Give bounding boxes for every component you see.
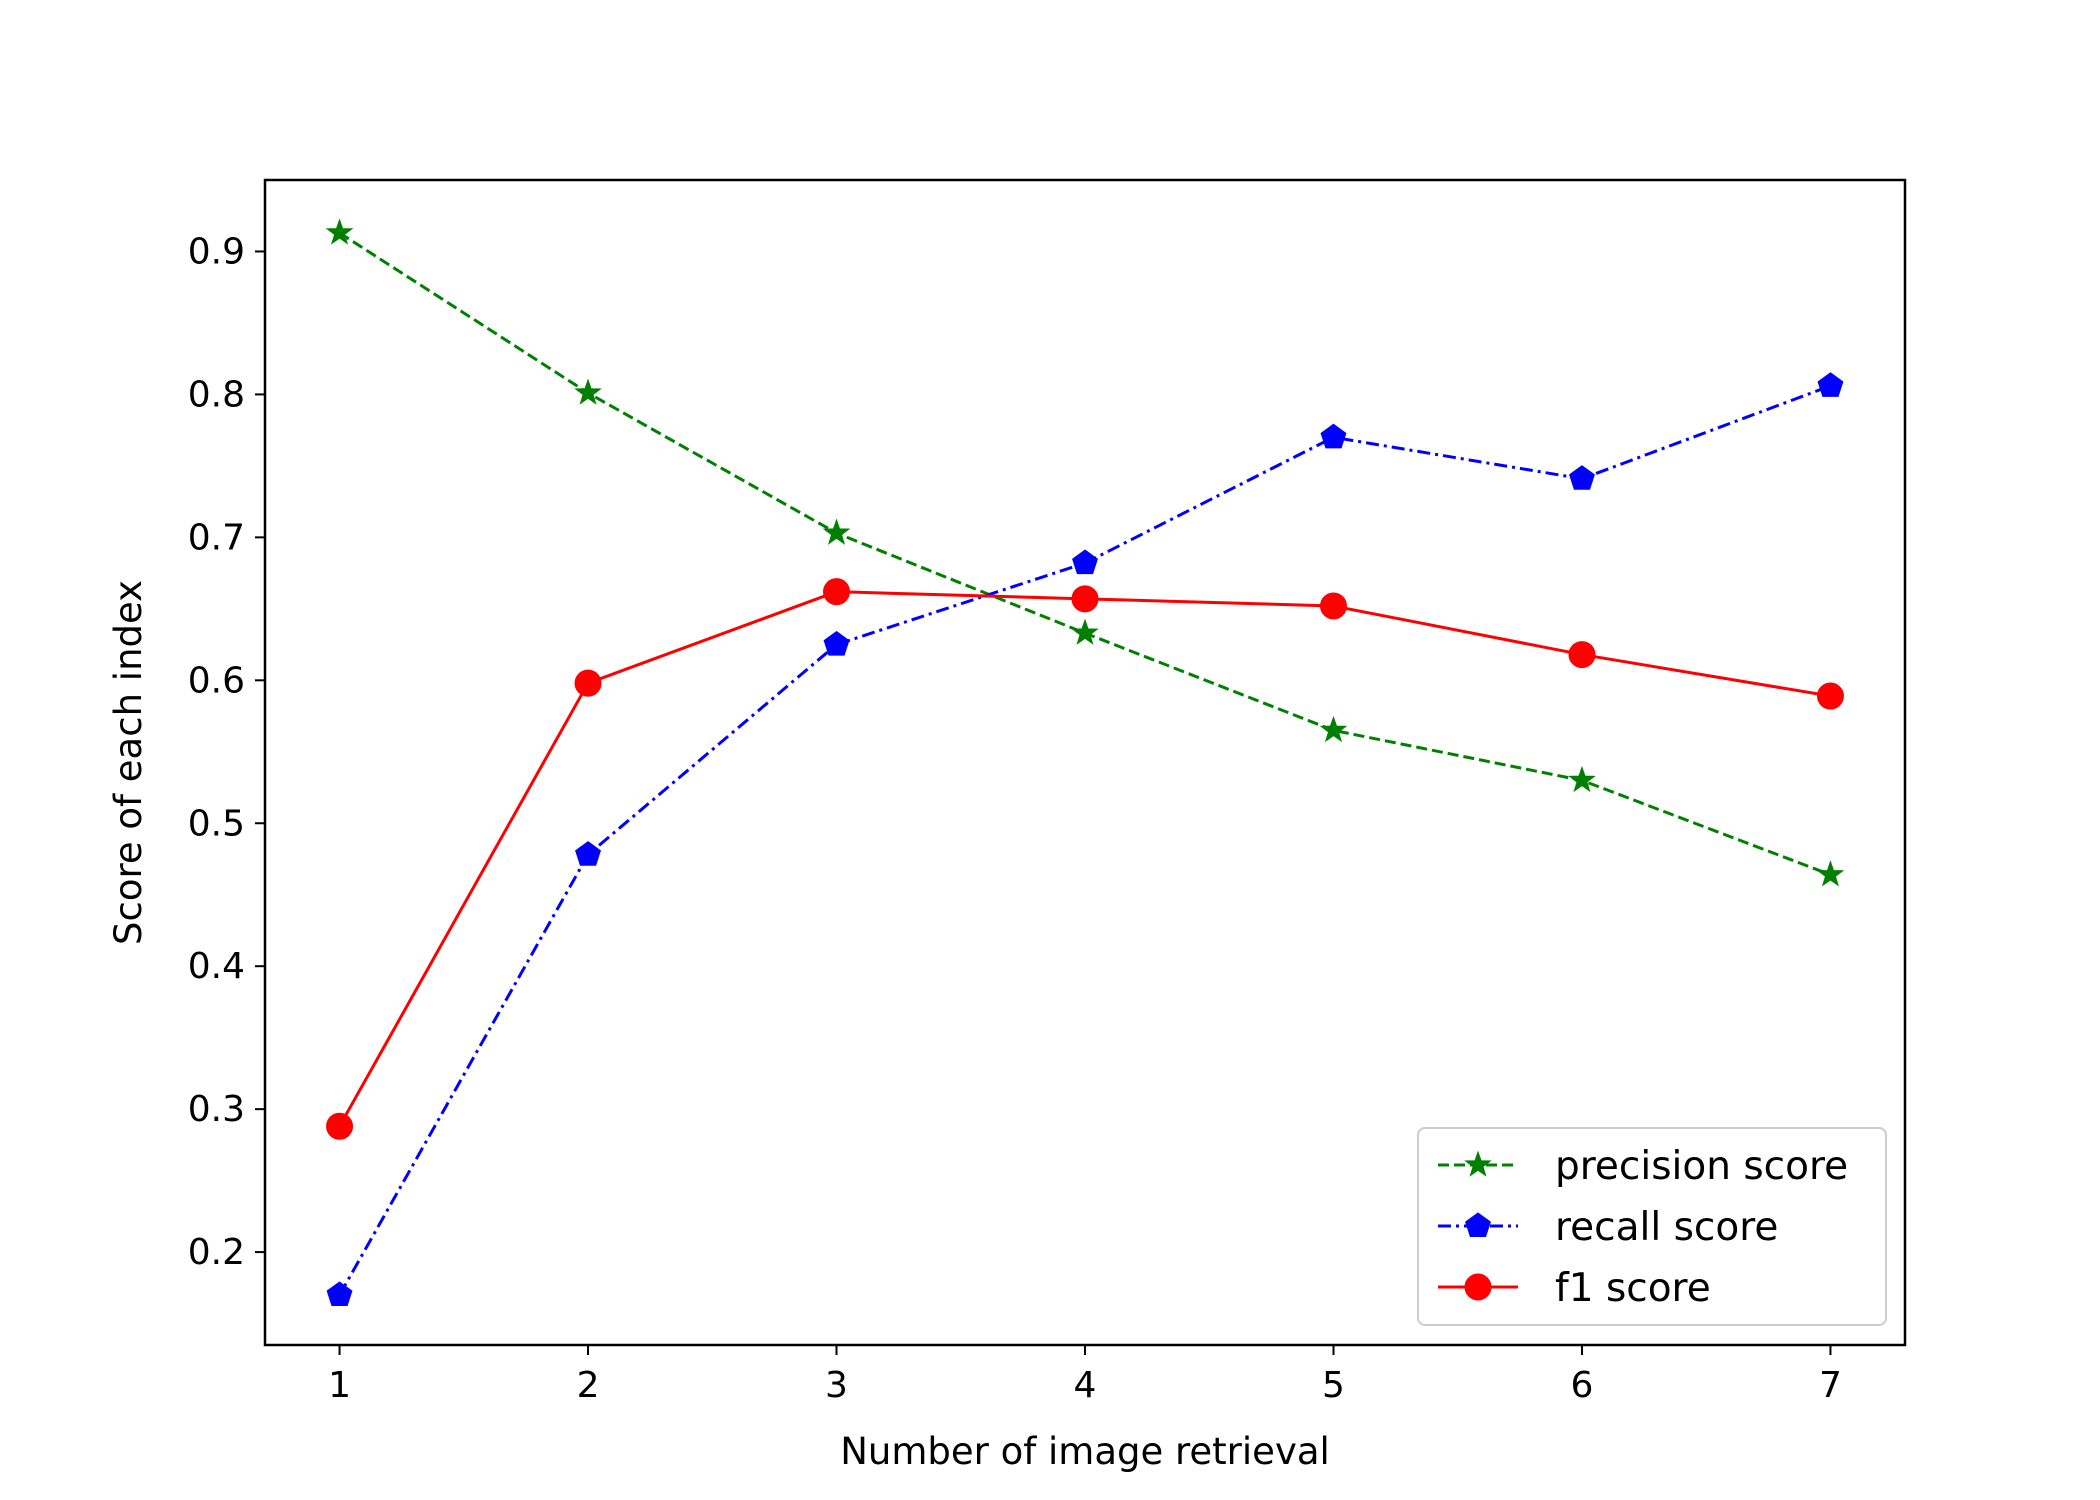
recall-score-point-4 bbox=[1072, 549, 1098, 575]
f1-score-point-4 bbox=[1071, 585, 1099, 613]
recall-score-point-7 bbox=[1817, 372, 1844, 397]
y-tick-label: 0.5 bbox=[188, 803, 245, 844]
y-tick-label: 0.6 bbox=[188, 660, 245, 701]
x-tick-label: 6 bbox=[1571, 1365, 1594, 1406]
x-tick-label: 5 bbox=[1322, 1365, 1345, 1406]
legend-item-recall-score: recall score bbox=[1438, 1205, 1778, 1250]
f1-score-point-3 bbox=[823, 578, 851, 606]
x-tick-label: 3 bbox=[825, 1365, 848, 1406]
x-tick-label: 4 bbox=[1074, 1365, 1097, 1406]
y-tick-label: 0.2 bbox=[188, 1232, 245, 1273]
legend-recall-score-marker bbox=[1465, 1212, 1491, 1238]
recall-score-point-6 bbox=[1569, 465, 1595, 490]
precision-score-point-5 bbox=[1319, 715, 1348, 743]
f1-score-point-5 bbox=[1319, 592, 1347, 620]
y-tick-label: 0.9 bbox=[188, 231, 245, 272]
legend: precision score recall score f1 score bbox=[1417, 1127, 1887, 1326]
legend-item-f1-score: f1 score bbox=[1438, 1266, 1711, 1311]
legend-box bbox=[1417, 1127, 1887, 1326]
legend-recall-score-label: recall score bbox=[1555, 1205, 1778, 1250]
y-tick-label: 0.4 bbox=[188, 946, 245, 987]
y-tick-label: 0.3 bbox=[188, 1089, 245, 1130]
y-tick-label: 0.8 bbox=[188, 374, 245, 415]
legend-f1-score-label: f1 score bbox=[1555, 1266, 1711, 1311]
recall-score-point-2 bbox=[575, 841, 601, 866]
legend-item-precision-score: precision score bbox=[1438, 1144, 1848, 1189]
series-precision-score bbox=[325, 218, 1845, 887]
x-tick-label: 7 bbox=[1819, 1365, 1842, 1406]
series-f1-score bbox=[326, 578, 1844, 1140]
precision-score-point-4 bbox=[1071, 618, 1099, 645]
f1-score-point-1 bbox=[326, 1112, 354, 1140]
precision-score-point-2 bbox=[574, 378, 602, 405]
precision-score-point-3 bbox=[822, 518, 851, 545]
x-tick-label: 2 bbox=[577, 1365, 600, 1406]
y-axis-label: Score of each index bbox=[107, 580, 150, 945]
precision-score-point-1 bbox=[325, 218, 354, 245]
precision-score-point-7 bbox=[1816, 860, 1845, 887]
series-layer bbox=[325, 218, 1845, 1306]
legend-precision-score-marker bbox=[1464, 1150, 1492, 1177]
recall-score-point-5 bbox=[1320, 423, 1347, 449]
f1-score-point-2 bbox=[574, 669, 602, 697]
legend-f1-score-marker bbox=[1464, 1273, 1492, 1301]
recall-score-point-1 bbox=[326, 1281, 353, 1306]
ticks-layer: 1 2 3 4 5 6 7 0.2 0.3 0.4 0.5 0.6 0.7 0.8 0.9 bbox=[188, 231, 1842, 1406]
f1-score-point-6 bbox=[1568, 641, 1596, 669]
legend-items: precision score recall score f1 score bbox=[1438, 1144, 1848, 1311]
precision-score-point-6 bbox=[1568, 765, 1596, 793]
x-axis-label: Number of image retrieval bbox=[840, 1430, 1330, 1473]
legend-precision-score-label: precision score bbox=[1555, 1144, 1848, 1189]
x-tick-label: 1 bbox=[328, 1365, 351, 1406]
y-tick-label: 0.7 bbox=[188, 517, 245, 558]
f1-score-point-7 bbox=[1816, 682, 1844, 710]
f1-score-line bbox=[338, 590, 1831, 1128]
recall-score-point-3 bbox=[823, 630, 850, 656]
series-recall-score bbox=[326, 372, 1844, 1306]
